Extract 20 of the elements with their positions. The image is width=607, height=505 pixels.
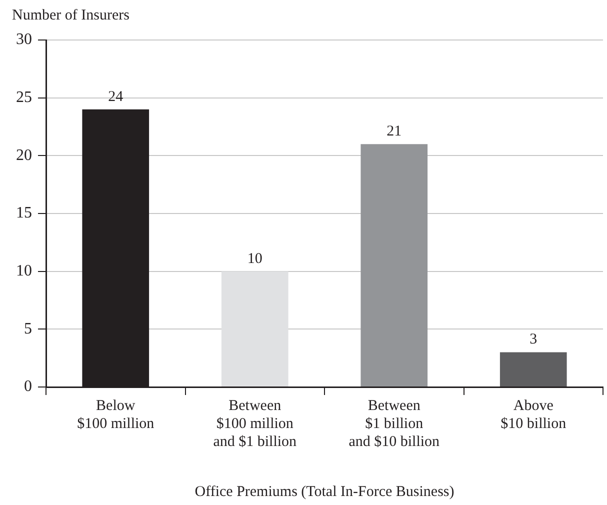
- y-tick-label: 10: [16, 262, 32, 280]
- y-tick-label: 30: [16, 31, 32, 48]
- data-label: 21: [386, 124, 402, 140]
- y-tick-label: 25: [16, 89, 32, 106]
- y-tick-label: 5: [24, 320, 32, 338]
- bar: [360, 144, 428, 386]
- bar: [500, 352, 567, 386]
- y-tick-label: 15: [16, 204, 32, 222]
- y-tick-label: 20: [16, 146, 32, 164]
- data-label: 3: [530, 332, 538, 348]
- data-label: 10: [247, 250, 262, 267]
- bar: [221, 271, 288, 386]
- y-tick-label: 0: [24, 378, 32, 396]
- y-axis-title: Number of Insurers: [12, 7, 130, 24]
- x-tick-label: Between $100 million and $1 billion: [213, 398, 298, 450]
- x-tick-label: Below $100 million: [77, 398, 155, 432]
- x-tick-label: Between $1 billion and $10 billion: [348, 398, 440, 450]
- data-label: 24: [108, 88, 124, 105]
- x-axis-title: Office Premiums (Total In-Force Business): [194, 484, 454, 500]
- x-tick-label: Above $10 billion: [500, 398, 567, 432]
